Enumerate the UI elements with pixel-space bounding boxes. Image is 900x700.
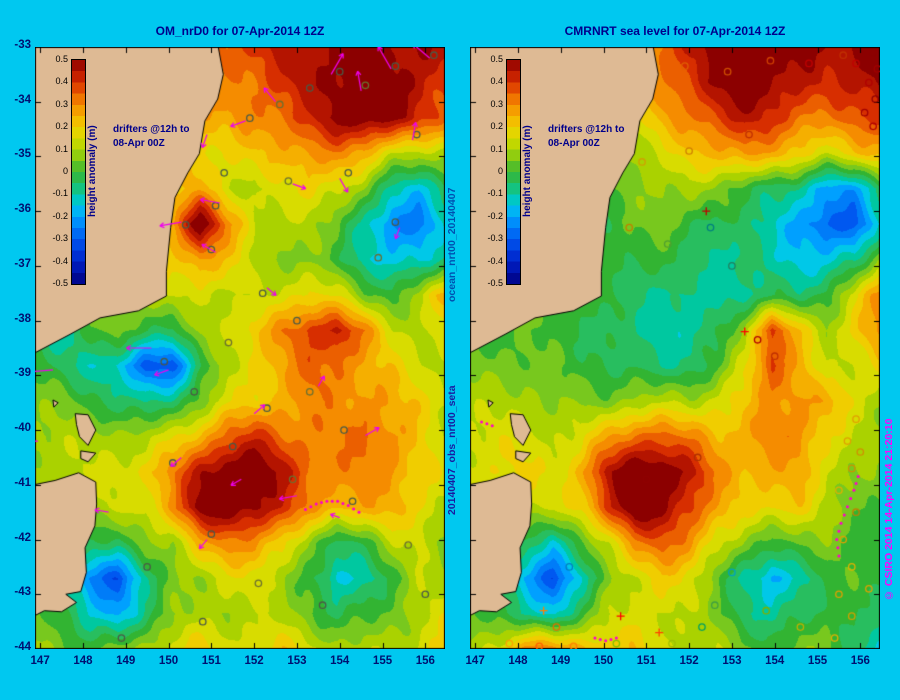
x-tick-label: 151: [636, 655, 656, 667]
y-tick-label: -36: [14, 203, 31, 216]
drifter-annotation-line2: 08-Apr 00Z: [113, 138, 165, 149]
model-run-id-text: ocean_nrt00_20140407: [446, 187, 458, 303]
right-map-panel: 0.5 0.4 0.3 0.2 0.1 0 -0.1 -0.2 -0.3 -0.4 -0.5 hei…: [470, 47, 880, 649]
x-tick-label: 147: [465, 655, 485, 667]
x-tick-label: 148: [73, 655, 93, 667]
x-tick-label: 153: [287, 655, 307, 667]
drifter-annotation-line1: drifters @12h to: [113, 124, 190, 135]
colorbar-gradient: [71, 59, 86, 285]
colorbar-gradient: [506, 59, 521, 285]
obs-file-id-text: 20140407_obs_nrt00_seta: [446, 385, 458, 515]
x-tick-label: 155: [372, 655, 393, 667]
colorbar-label: height anomaly (m): [522, 125, 533, 217]
colorbar-tick-value: -0.5: [487, 278, 503, 288]
y-tick-label: -33: [14, 39, 31, 51]
right-panel-title: CMRNRT sea level for 07-Apr-2014 12Z: [564, 24, 786, 38]
y-tick-label: -43: [14, 586, 31, 599]
colorbar: 0.5 0.4 0.3 0.2 0.1 0 -0.1 -0.2 -0.3 -0.4 -0.5 hei…: [45, 55, 98, 288]
x-tick-label: 149: [116, 655, 136, 667]
colorbar-tick-value: 0.4: [55, 76, 68, 87]
colorbar-tick-value: -0.3: [52, 233, 68, 244]
y-tick-label: -40: [14, 422, 31, 435]
colorbar-tick-labels: 0.5 0.4 0.3 0.2 0.1 0 -0.1 -0.2 -0.3 -0.4 -0.5: [45, 55, 71, 288]
colorbar-tick-value: 0.2: [490, 121, 503, 132]
colorbar-tick-value: 0.1: [490, 143, 503, 154]
colorbar-tick-value: -0.2: [487, 210, 503, 221]
colorbar-label: height anomaly (m): [87, 125, 98, 217]
y-tick-label: -39: [14, 367, 31, 380]
colorbar-tick-value: 0.5: [490, 54, 503, 64]
drifter-annotation: drifters @12h to 08-Apr 00Z: [548, 123, 624, 151]
colorbar-tick-value: 0: [62, 166, 68, 176]
x-tick-label: 156: [850, 655, 870, 667]
x-tick-label: 155: [807, 655, 828, 667]
y-tick-label: -44: [14, 641, 31, 653]
colorbar-tick-value: -0.1: [52, 188, 68, 199]
colorbar-tick-value: -0.4: [487, 255, 503, 266]
csiro-copyright-text: © CSIRO 2014 14-Apr-2014 21:20:10: [883, 418, 895, 602]
right-map-canvas: [470, 47, 880, 649]
x-tick-label: 152: [244, 655, 264, 667]
x-tick-label: 150: [158, 655, 179, 667]
colorbar-tick-value: 0: [497, 166, 503, 176]
x-tick-label: 150: [593, 655, 614, 667]
x-tick-label: 153: [722, 655, 742, 667]
left-map-panel: 0.5 0.4 0.3 0.2 0.1 0 -0.1 -0.2 -0.3 -0.4 -0.5 hei…: [35, 47, 445, 649]
colorbar-tick-value: 0.4: [490, 76, 503, 87]
colorbar-tick-value: -0.1: [487, 188, 503, 199]
colorbar-tick-value: 0.1: [55, 143, 68, 154]
x-tick-label: 154: [330, 655, 350, 667]
drifter-annotation-line1: drifters @12h to: [548, 124, 625, 135]
x-tick-label: 152: [679, 655, 699, 667]
colorbar-tick-value: -0.4: [52, 255, 68, 266]
x-tick-label: 154: [765, 655, 785, 667]
colorbar-tick-labels: 0.5 0.4 0.3 0.2 0.1 0 -0.1 -0.2 -0.3 -0.4 -0.5: [480, 55, 506, 288]
y-tick-label: -38: [14, 312, 31, 325]
x-tick-label: 147: [30, 655, 50, 667]
left-panel-title: OM_nrD0 for 07-Apr-2014 12Z: [155, 24, 325, 38]
y-tick-label: -42: [14, 531, 31, 544]
x-tick-label: 156: [415, 655, 435, 667]
colorbar-tick-value: 0.5: [55, 54, 68, 64]
drifter-annotation: drifters @12h to 08-Apr 00Z: [113, 123, 189, 151]
colorbar-tick-value: -0.3: [487, 233, 503, 244]
left-map-canvas: [35, 47, 445, 649]
x-tick-label: 148: [508, 655, 528, 667]
colorbar: 0.5 0.4 0.3 0.2 0.1 0 -0.1 -0.2 -0.3 -0.4 -0.5 hei…: [480, 55, 533, 288]
x-tick-label: 151: [201, 655, 221, 667]
colorbar-tick-value: 0.3: [55, 98, 68, 109]
y-tick-label: -41: [14, 476, 31, 489]
colorbar-tick-value: 0.3: [490, 98, 503, 109]
colorbar-tick-value: -0.5: [52, 278, 68, 288]
y-tick-label: -37: [14, 257, 31, 270]
y-tick-label: -35: [14, 148, 31, 161]
y-tick-label: -34: [14, 93, 31, 106]
colorbar-tick-value: -0.2: [52, 210, 68, 221]
x-tick-label: 149: [551, 655, 571, 667]
colorbar-tick-value: 0.2: [55, 121, 68, 132]
drifter-annotation-line2: 08-Apr 00Z: [548, 138, 600, 149]
